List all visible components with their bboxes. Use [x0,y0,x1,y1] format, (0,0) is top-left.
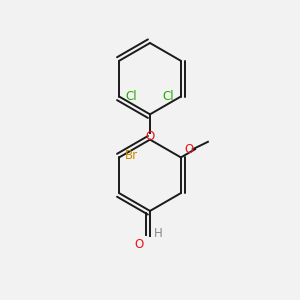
Text: Cl: Cl [163,90,174,103]
Text: Cl: Cl [126,90,137,103]
Text: O: O [134,238,143,251]
Text: Br: Br [125,149,138,162]
Text: H: H [154,227,163,240]
Text: O: O [146,130,154,143]
Text: O: O [184,143,194,156]
